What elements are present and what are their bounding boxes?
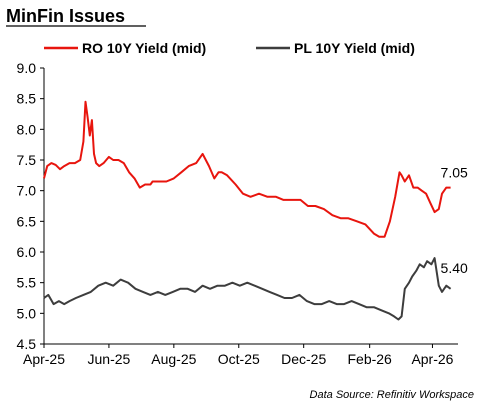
- x-tick-label: Jun-25: [88, 351, 131, 367]
- plot-area: [43, 100, 452, 321]
- series-line-pl: [43, 257, 452, 321]
- x-tick-label: Dec-25: [281, 351, 326, 367]
- series-line-ro: [43, 100, 451, 238]
- legend-label-pl: PL 10Y Yield (mid): [294, 40, 415, 56]
- y-tick-label: 8.0: [17, 121, 37, 137]
- y-tick-label: 7.5: [17, 152, 37, 168]
- x-tick-label: Feb-26: [347, 351, 392, 367]
- ro-end-label: 7.05: [441, 165, 468, 181]
- x-tick-label: Oct-25: [218, 351, 260, 367]
- pl-end-label: 5.40: [441, 260, 468, 276]
- x-tick-label: Apr-26: [411, 351, 453, 367]
- x-tick-label: Apr-25: [23, 351, 65, 367]
- x-axis: Apr-25 Jun-25 Aug-25 Oct-25 Dec-25 Feb-26 Apr-…: [23, 343, 458, 367]
- y-tick-label: 8.5: [17, 91, 37, 107]
- legend: RO 10Y Yield (mid) PL 10Y Yield (mid): [44, 40, 415, 56]
- source-note: Data Source: Refinitiv Workspace: [310, 389, 474, 401]
- x-tick-label: Aug-25: [151, 351, 196, 367]
- y-tick-label: 5.0: [17, 305, 37, 321]
- y-tick-label: 4.5: [17, 336, 37, 352]
- y-tick-label: 6.5: [17, 213, 37, 229]
- y-tick-label: 9.0: [17, 60, 37, 76]
- legend-label-ro: RO 10Y Yield (mid): [82, 40, 206, 56]
- end-labels: 7.05 5.40: [441, 165, 468, 276]
- y-tick-label: 6.0: [17, 244, 37, 260]
- y-tick-label: 5.5: [17, 275, 37, 291]
- chart-title: MinFin Issues: [6, 6, 125, 26]
- y-tick-label: 7.0: [17, 183, 37, 199]
- y-axis: 9.0 8.5 8.0 7.5 7.0 6.5 6.0 5.5 5.0 4.5: [17, 60, 45, 352]
